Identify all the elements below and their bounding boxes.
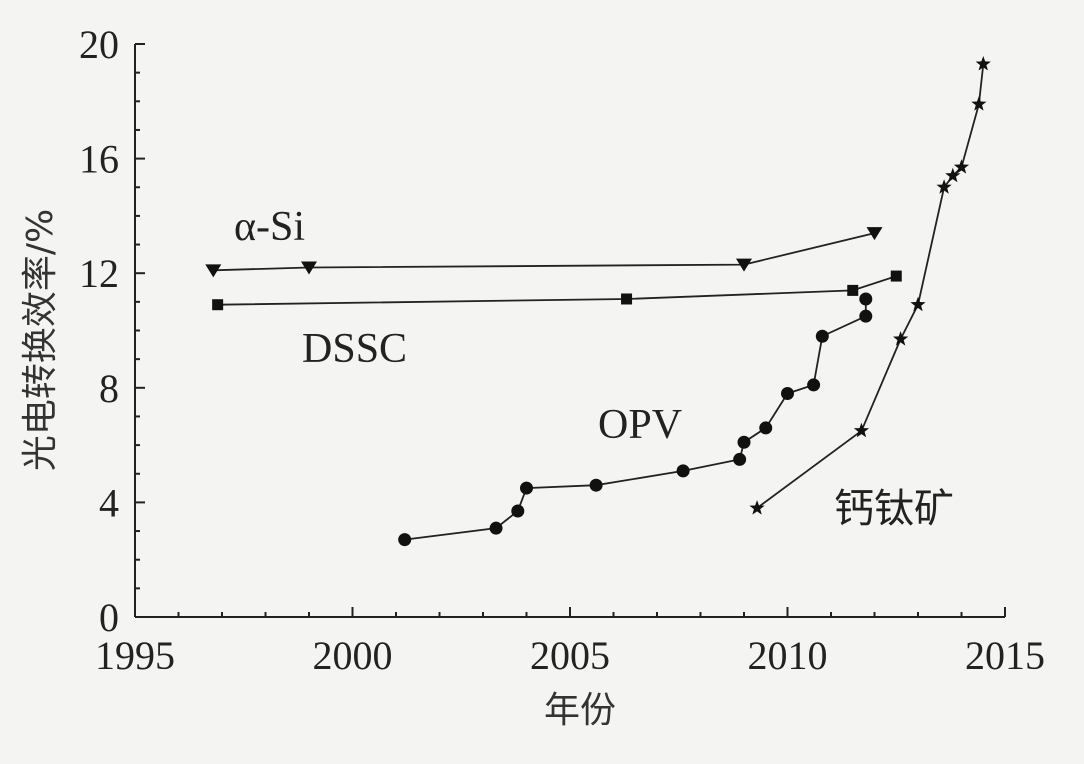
opv-data-point (398, 533, 412, 547)
series-line-dssc (217, 275, 897, 306)
perovskite-data-point (749, 500, 765, 515)
y-tick-label: 16 (79, 137, 119, 182)
y-tick-label: 0 (99, 595, 119, 640)
opv-data-point (676, 464, 690, 478)
perovskite-data-point (936, 179, 952, 194)
y-tick-label: 8 (99, 366, 119, 411)
opv-data-point (815, 329, 829, 343)
y-tick-label: 20 (79, 22, 119, 67)
x-tick-label: 2015 (965, 633, 1045, 678)
dssc-data-point (621, 293, 633, 305)
asi-data-point (736, 258, 752, 272)
opv-data-point (489, 521, 503, 535)
dssc-data-point (212, 299, 224, 311)
perovskite-data-point (971, 96, 987, 111)
dssc-data-point (890, 270, 902, 282)
dssc-data-point (847, 284, 859, 296)
opv-data-point (733, 452, 747, 466)
series-label-dssc: DSSC (302, 326, 407, 372)
tick-labels: 1995 2000 2005 2010 2015 0 4 8 12 16 20 (79, 22, 1045, 678)
series-label-opv: OPV (598, 402, 682, 448)
opv-data-point (807, 378, 821, 392)
series-label-perovskite: 钙钛矿 (834, 486, 954, 532)
tick-marks (134, 43, 1006, 618)
perovskite-data-point (945, 167, 961, 183)
opv-data-point (859, 292, 873, 306)
series-line-perovskite (756, 64, 985, 509)
perovskite-data-point (853, 422, 870, 438)
opv-data-point (589, 478, 603, 492)
series-label-asi: α-Si (234, 204, 305, 250)
x-tick-label: 1995 (95, 633, 175, 678)
y-axis-title: 光电转换效率/% (20, 209, 61, 471)
series-opv (398, 292, 873, 547)
series-perovskite (749, 56, 991, 515)
opv-data-point (859, 309, 873, 323)
y-tick-label: 4 (99, 480, 119, 525)
perovskite-data-point (975, 56, 991, 71)
series-asi (205, 227, 883, 278)
perovskite-data-point (910, 296, 926, 312)
opv-data-point (737, 435, 751, 449)
x-tick-label: 2010 (748, 633, 828, 678)
x-tick-label: 2005 (530, 633, 610, 678)
asi-data-point (866, 227, 883, 241)
y-tick-label: 12 (79, 251, 119, 296)
x-axis-title: 年份 (544, 690, 616, 731)
series-layer (205, 56, 991, 547)
asi-data-point (205, 264, 222, 278)
perovskite-data-point (953, 159, 970, 174)
series-line-asi (213, 232, 875, 272)
series-dssc (212, 270, 902, 311)
x-tick-label: 2000 (313, 633, 393, 678)
opv-data-point (781, 387, 794, 401)
opv-data-point (520, 481, 533, 495)
opv-data-point (511, 504, 525, 518)
perovskite-data-point (892, 331, 909, 346)
asi-data-point (301, 261, 317, 275)
opv-data-point (759, 421, 773, 435)
